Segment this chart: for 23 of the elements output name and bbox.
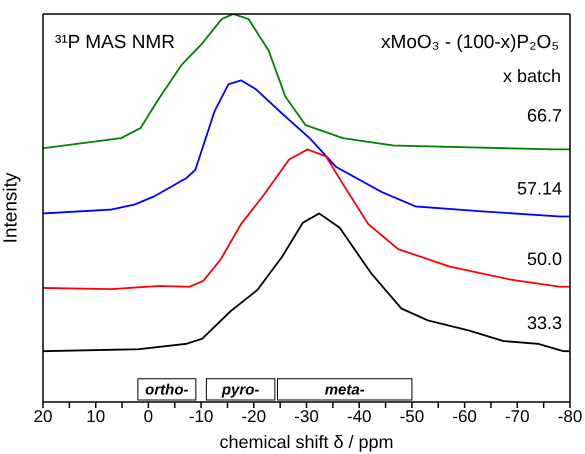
annotation: ³¹P MAS NMR [55, 32, 175, 53]
x-tick-label: 20 [34, 407, 52, 426]
x-tick-label: -80 [558, 407, 582, 426]
series-label: 33.3 [526, 313, 562, 334]
series-label: 57.14 [516, 178, 562, 199]
x-tick-label: -30 [294, 407, 319, 426]
legend-title: x batch [502, 66, 561, 86]
x-tick-label: -60 [452, 407, 477, 426]
x-tick-label: 10 [86, 407, 106, 426]
x-tick-label: -20 [242, 407, 266, 426]
x-tick-label: -40 [346, 407, 372, 426]
x-tick-label: 0 [144, 407, 154, 426]
annotation: xMoO₃ - (100-x)P₂O₅ [381, 32, 559, 53]
series-label: 50.0 [526, 248, 562, 269]
y-axis-title: Intensity [0, 172, 22, 244]
x-tick-label: -70 [505, 407, 530, 426]
band-label: pyro- [220, 382, 260, 399]
x-axis-title: chemical shift δ / ppm [219, 432, 394, 452]
band-label: ortho- [145, 382, 189, 399]
x-tick-label: -50 [400, 407, 424, 426]
series-label: 66.7 [526, 105, 562, 126]
x-tick-label: -10 [188, 407, 214, 426]
band-label: meta- [324, 382, 365, 399]
